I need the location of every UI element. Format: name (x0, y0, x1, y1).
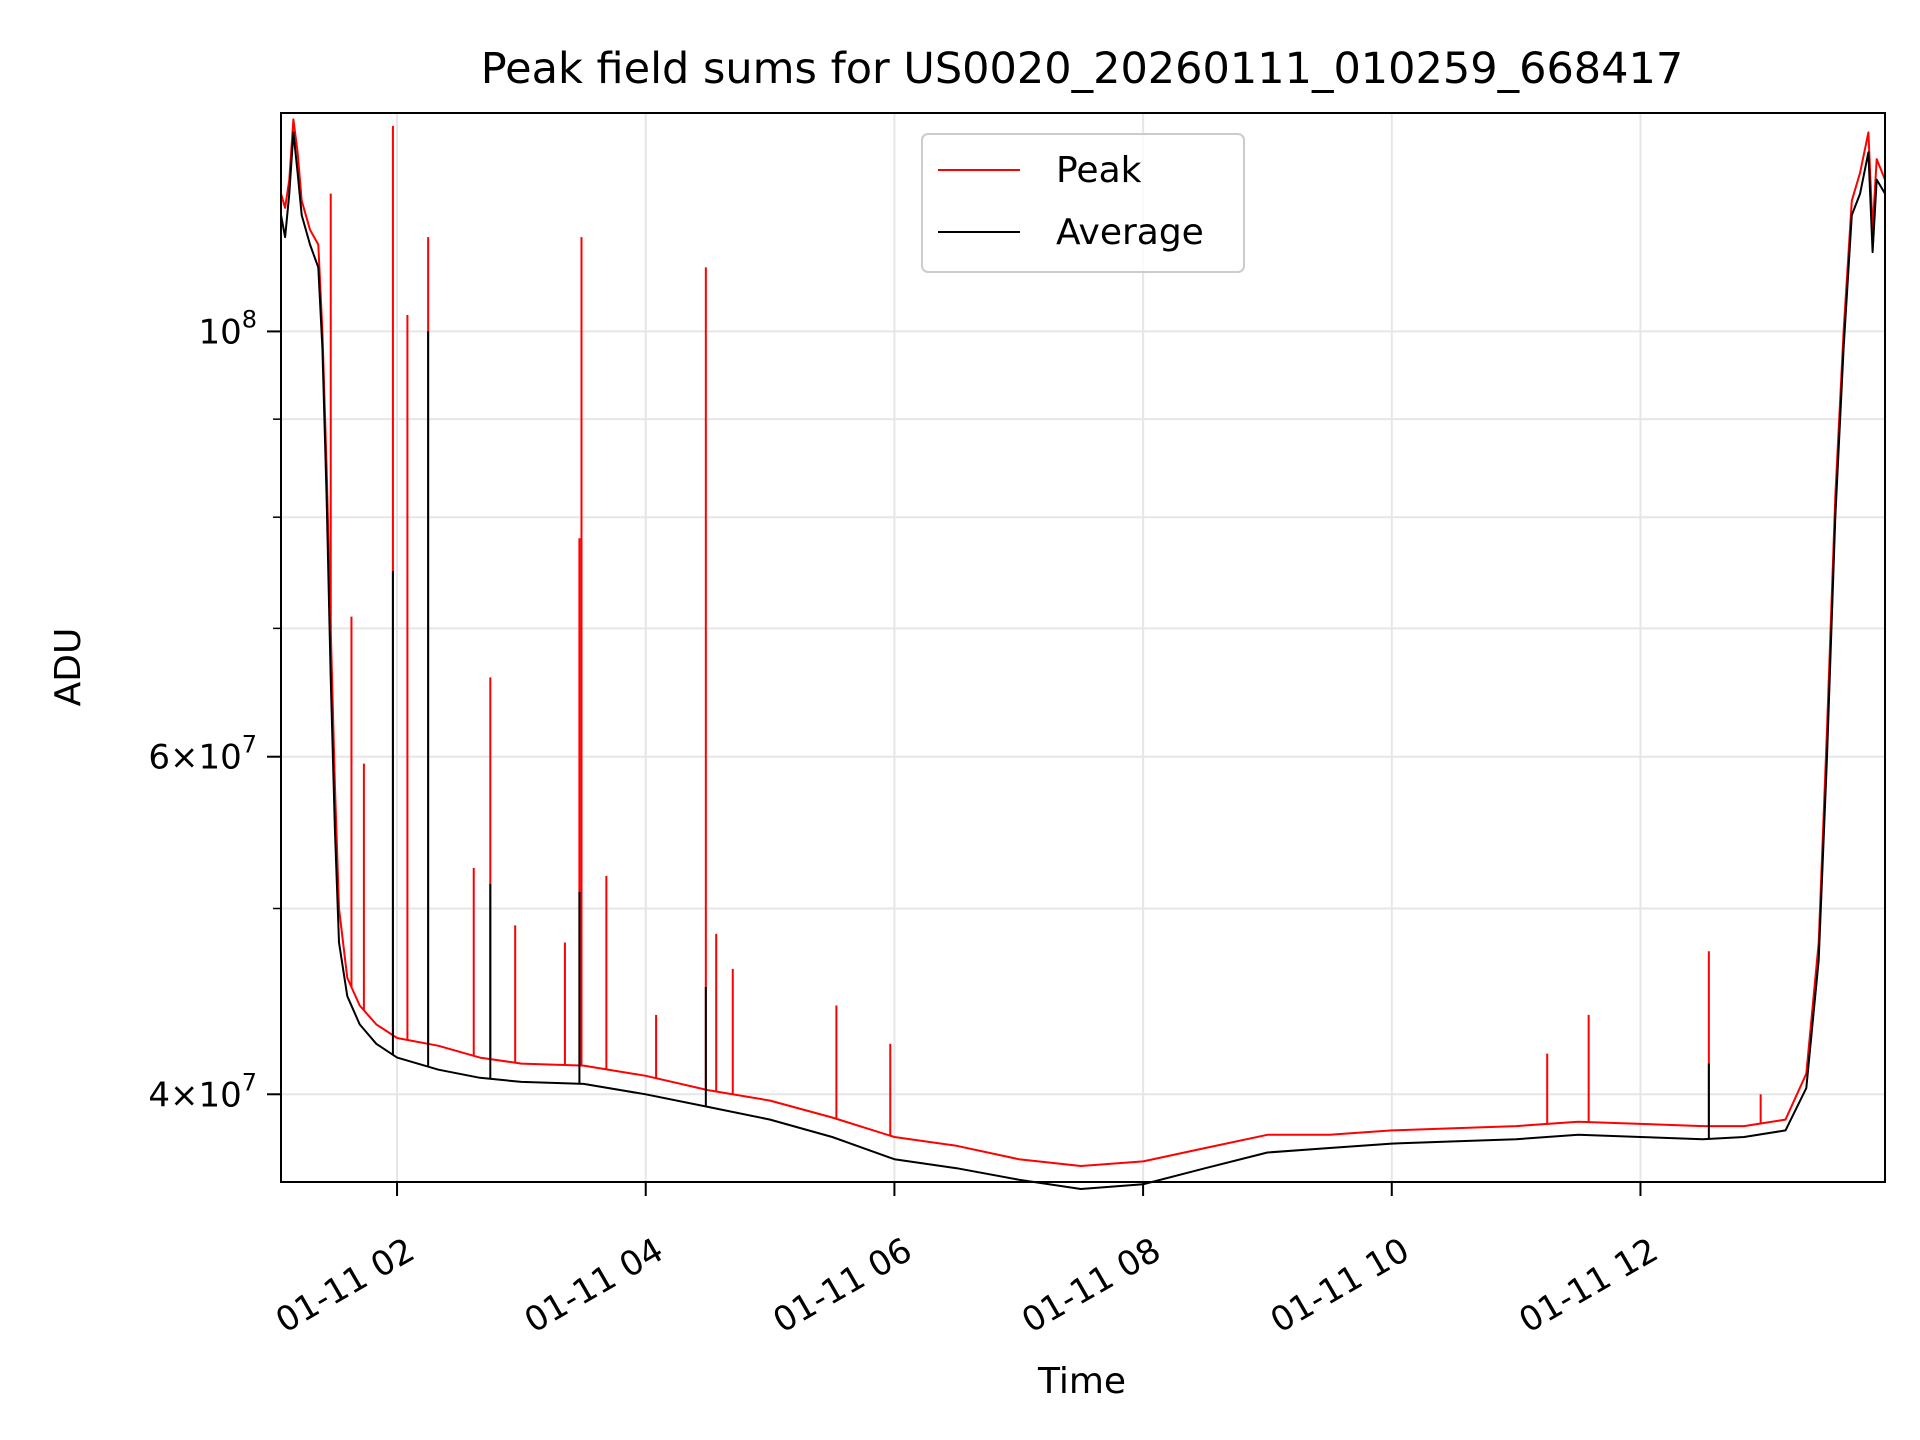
legend-box (921, 133, 1245, 273)
legend-label-peak: Peak (1056, 150, 1142, 191)
y-axis-label: ADU (48, 628, 89, 707)
plot-area (280, 118, 1886, 1190)
series-line-average (280, 131, 1886, 1190)
y-tick-label: 108 (198, 305, 257, 352)
axes-frame (280, 112, 1886, 1183)
chart-title: Peak field sums for US0020_20260111_0102… (481, 44, 1684, 94)
y-tick-label: 6×107 (148, 731, 257, 778)
legend-label-average: Average (1056, 212, 1204, 253)
y-tick-label: 4×107 (148, 1068, 257, 1115)
grid (281, 113, 1885, 1182)
x-axis-label: Time (1037, 1361, 1126, 1402)
legend: Peak Average (921, 133, 1245, 273)
y-axis: 4×107 6×107 108 (148, 305, 281, 1115)
series-average (280, 131, 1886, 1190)
